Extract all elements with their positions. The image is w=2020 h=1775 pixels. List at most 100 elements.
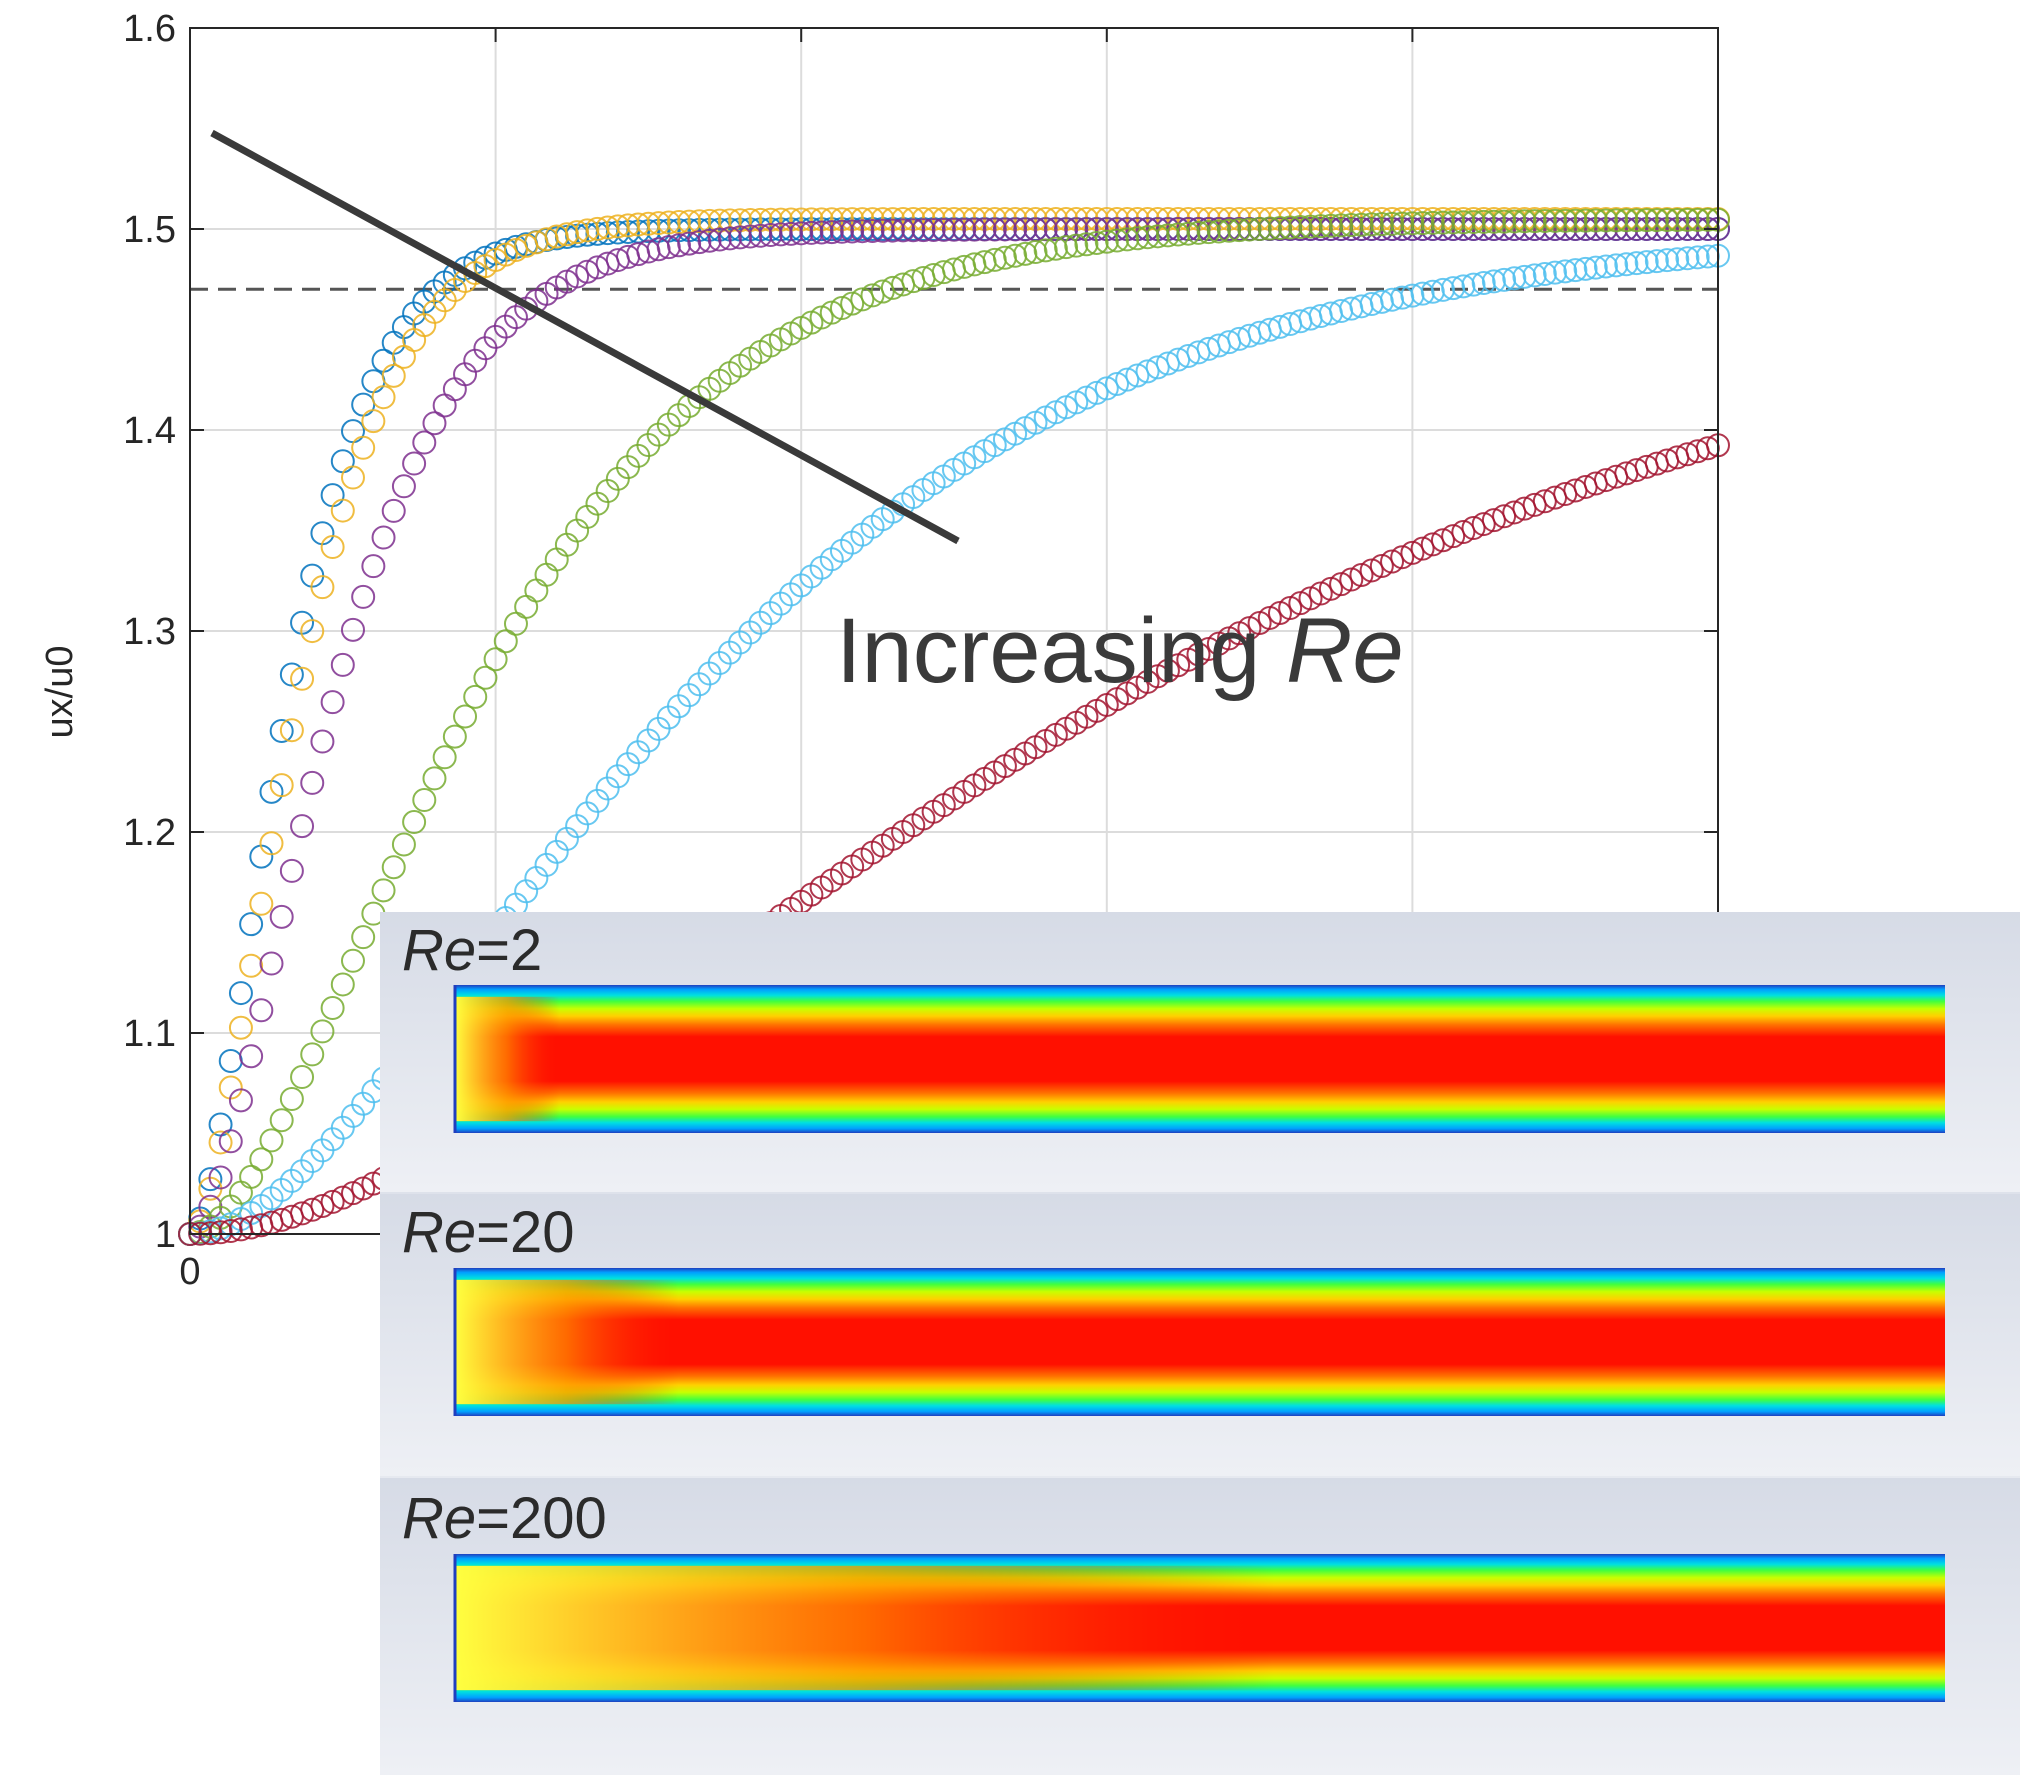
data-point	[1655, 208, 1680, 233]
data-point	[1471, 512, 1496, 537]
inset-re-200-label: Re=200	[402, 1486, 607, 1551]
data-point	[1196, 220, 1221, 245]
data-point	[1461, 516, 1486, 541]
data-point	[391, 832, 416, 857]
data-point	[1349, 212, 1374, 237]
data-point	[1135, 359, 1160, 384]
data-point	[330, 1185, 355, 1210]
data-point	[228, 1015, 253, 1040]
channel-entrance-region	[455, 1565, 1945, 1691]
data-point	[891, 218, 916, 243]
data-point	[1512, 264, 1537, 289]
series-4	[178, 243, 1730, 1246]
data-point	[575, 218, 600, 243]
data-point	[381, 330, 406, 355]
data-point	[208, 1220, 233, 1245]
inset-re-200: Re=200	[380, 1478, 2020, 1775]
data-point	[279, 718, 304, 743]
data-point	[1675, 207, 1700, 232]
data-point	[279, 662, 304, 687]
data-point	[1420, 210, 1445, 235]
data-point	[1349, 562, 1374, 587]
data-point	[1675, 246, 1700, 271]
data-point	[1481, 269, 1506, 294]
data-point	[340, 948, 365, 973]
data-point	[1206, 219, 1231, 244]
data-point	[901, 218, 926, 243]
data-point	[1655, 248, 1680, 273]
data-point	[1318, 213, 1343, 238]
data-point	[340, 419, 365, 444]
data-point	[1257, 216, 1282, 241]
y-tick-label: 1.4	[123, 410, 176, 452]
data-point	[1400, 540, 1425, 565]
data-point	[1390, 545, 1415, 570]
data-point	[1644, 249, 1669, 274]
data-point	[829, 296, 854, 321]
data-point	[1441, 524, 1466, 549]
data-point	[1614, 252, 1639, 277]
data-point	[575, 259, 600, 284]
data-point	[544, 547, 569, 572]
data-point	[228, 1088, 253, 1113]
data-point	[198, 1167, 223, 1192]
data-point	[514, 594, 539, 619]
data-point	[911, 218, 936, 243]
data-point	[1532, 209, 1557, 234]
data-point	[391, 474, 416, 499]
trend-arrow	[210, 129, 960, 545]
data-point	[208, 1130, 233, 1155]
inset-re-2-label: Re=2	[402, 918, 542, 983]
data-point	[534, 562, 559, 587]
data-point	[1430, 528, 1455, 553]
data-point	[1084, 230, 1109, 255]
data-point	[1512, 209, 1537, 234]
data-point	[1502, 500, 1527, 525]
channel-entrance-region	[455, 996, 1945, 1122]
data-point	[1522, 209, 1547, 234]
data-point	[310, 1019, 335, 1044]
data-point	[840, 219, 865, 244]
data-point	[1553, 259, 1578, 284]
data-point	[1329, 213, 1354, 238]
data-point	[422, 766, 447, 791]
data-point	[819, 220, 844, 245]
channel-entrance-region	[455, 1279, 1945, 1405]
data-point	[1267, 215, 1292, 240]
data-point	[595, 215, 620, 240]
data-point	[1278, 215, 1303, 240]
data-point	[330, 449, 355, 474]
data-point	[1471, 270, 1496, 295]
data-point	[1043, 217, 1068, 242]
data-point	[269, 773, 294, 798]
data-point	[1145, 224, 1170, 249]
data-point	[748, 223, 773, 248]
data-point	[1094, 229, 1119, 254]
data-point	[371, 525, 396, 550]
data-point	[239, 953, 264, 978]
data-point	[1441, 210, 1466, 235]
data-point	[351, 392, 376, 417]
data-point	[1522, 263, 1547, 288]
data-point	[412, 430, 437, 455]
data-point	[992, 217, 1017, 242]
data-point	[320, 1189, 345, 1214]
data-point	[789, 221, 814, 246]
data-point	[1604, 208, 1629, 233]
data-point	[269, 1108, 294, 1133]
data-point	[1369, 553, 1394, 578]
data-point	[1064, 233, 1089, 258]
data-point	[442, 377, 467, 402]
data-point	[1481, 209, 1506, 234]
data-point	[1461, 210, 1486, 235]
data-point	[1563, 258, 1588, 283]
data-point	[1441, 276, 1466, 301]
data-point	[1115, 227, 1140, 252]
data-point	[677, 231, 702, 256]
data-point	[809, 220, 834, 245]
data-point	[728, 225, 753, 250]
data-point	[259, 1128, 284, 1153]
data-point	[1329, 572, 1354, 597]
data-point	[1614, 208, 1639, 233]
